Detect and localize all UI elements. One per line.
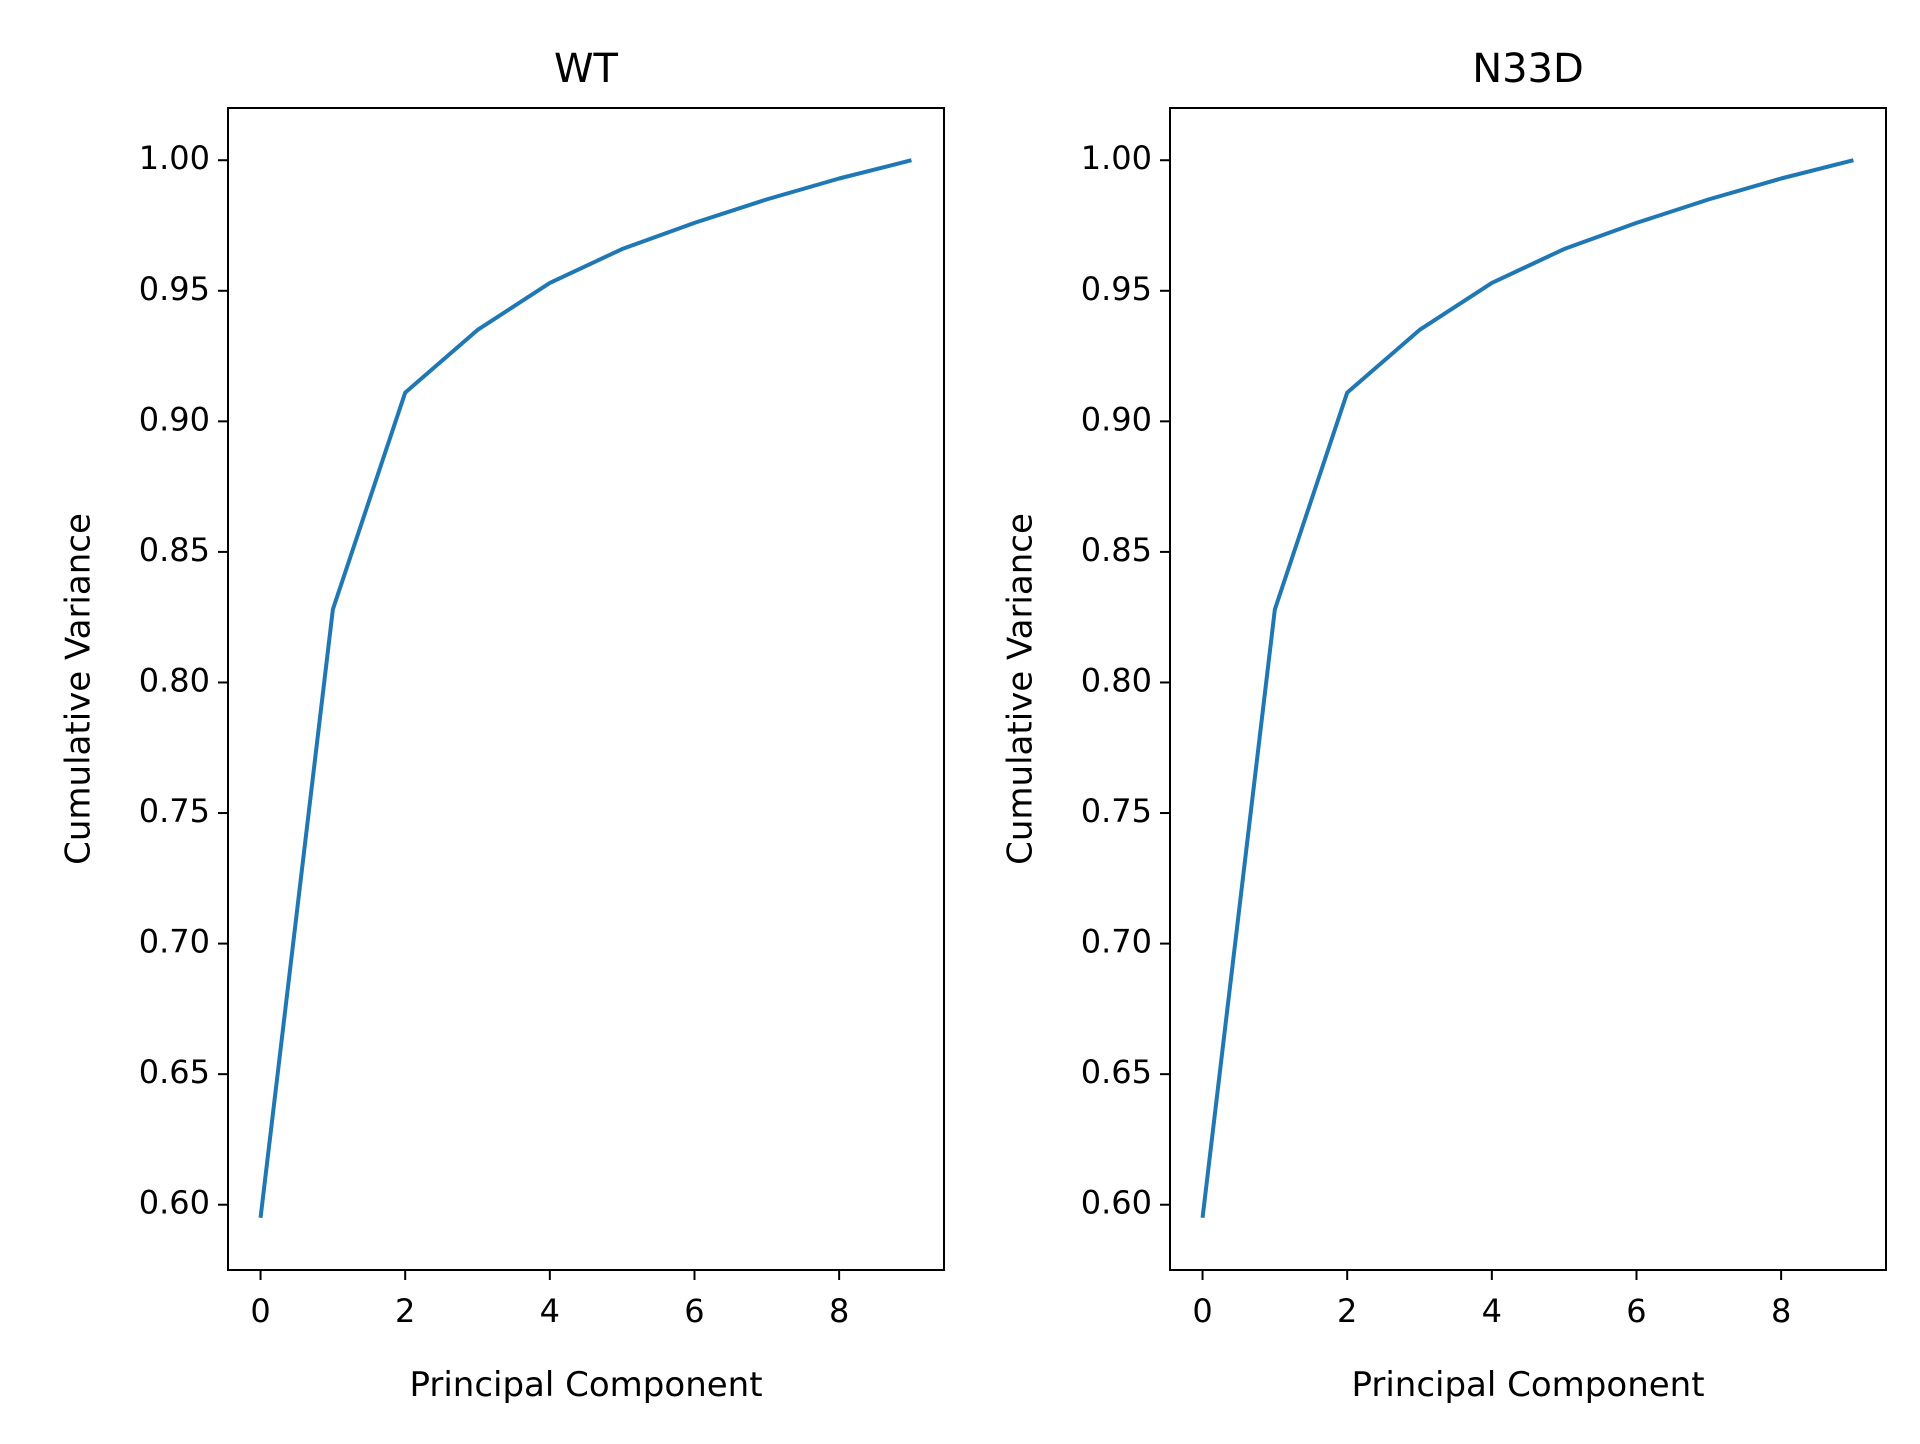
x-axis-label: Principal Component: [409, 1365, 762, 1405]
y-tick-label: 0.65: [139, 1053, 210, 1091]
x-tick-label: 8: [1771, 1292, 1791, 1330]
y-tick-label: 0.95: [1081, 270, 1152, 308]
x-tick-label: 0: [250, 1292, 270, 1330]
panel-title: N33D: [1472, 46, 1584, 92]
x-tick-label: 2: [1337, 1292, 1357, 1330]
x-tick-label: 8: [829, 1292, 849, 1330]
x-tick-label: 0: [1192, 1292, 1212, 1330]
y-tick-label: 1.00: [1081, 139, 1152, 177]
x-tick-label: 4: [1482, 1292, 1502, 1330]
x-tick-label: 4: [540, 1292, 560, 1330]
y-tick-label: 0.65: [1081, 1053, 1152, 1091]
y-tick-label: 0.60: [139, 1184, 210, 1222]
y-tick-label: 0.70: [1081, 923, 1152, 961]
y-tick-label: 0.80: [139, 661, 210, 699]
y-tick-label: 0.75: [139, 792, 210, 830]
x-tick-label: 2: [395, 1292, 415, 1330]
x-axis-label: Principal Component: [1351, 1365, 1704, 1405]
panel-title: WT: [554, 46, 619, 92]
y-axis-label: Cumulative Variance: [1001, 513, 1041, 865]
y-tick-label: 0.95: [139, 270, 210, 308]
x-tick-label: 6: [684, 1292, 704, 1330]
y-tick-label: 0.80: [1081, 661, 1152, 699]
y-tick-label: 0.60: [1081, 1184, 1152, 1222]
y-tick-label: 0.90: [1081, 400, 1152, 438]
y-tick-label: 0.70: [139, 923, 210, 961]
y-tick-label: 0.90: [139, 400, 210, 438]
x-tick-label: 6: [1626, 1292, 1646, 1330]
y-tick-label: 0.75: [1081, 792, 1152, 830]
y-tick-label: 0.85: [139, 531, 210, 569]
y-axis-label: Cumulative Variance: [59, 513, 99, 865]
y-tick-label: 0.85: [1081, 531, 1152, 569]
y-tick-label: 1.00: [139, 139, 210, 177]
